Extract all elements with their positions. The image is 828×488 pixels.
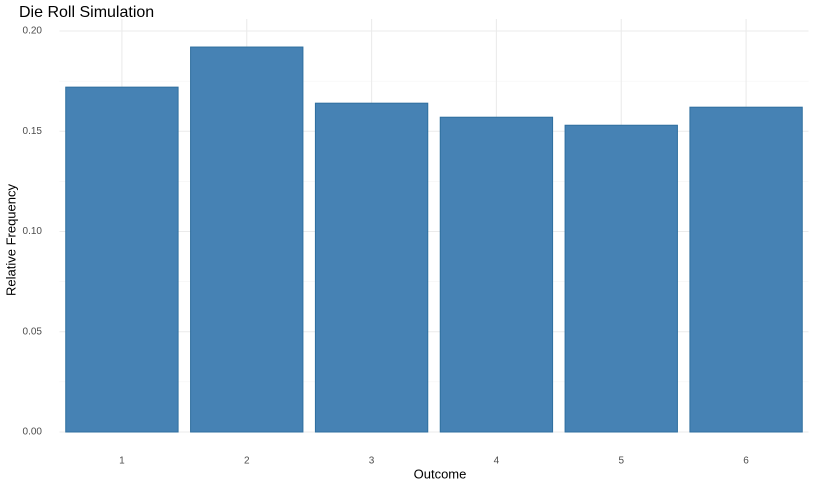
x-tick-label: 5 bbox=[618, 456, 624, 467]
y-axis-title: Relative Frequency bbox=[3, 184, 18, 296]
x-tick-label: 2 bbox=[244, 456, 250, 467]
y-tick-label: 0.10 bbox=[23, 226, 43, 237]
bar bbox=[689, 106, 803, 433]
x-axis-title: Outcome bbox=[414, 466, 467, 481]
y-tick-label: 0.15 bbox=[23, 126, 43, 137]
x-tick-label: 3 bbox=[369, 456, 375, 467]
bar bbox=[65, 86, 179, 433]
x-tick-label: 4 bbox=[494, 456, 500, 467]
bar bbox=[439, 116, 554, 433]
bar bbox=[564, 124, 678, 433]
bar bbox=[190, 46, 304, 433]
y-tick-label: 0.05 bbox=[23, 326, 43, 337]
chart-title: Die Roll Simulation bbox=[19, 4, 154, 21]
y-tick-label: 0.00 bbox=[23, 427, 43, 438]
x-tick-label: 6 bbox=[743, 456, 749, 467]
bar bbox=[314, 102, 429, 433]
y-tick-label: 0.20 bbox=[23, 26, 43, 37]
x-tick-label: 1 bbox=[119, 456, 125, 467]
